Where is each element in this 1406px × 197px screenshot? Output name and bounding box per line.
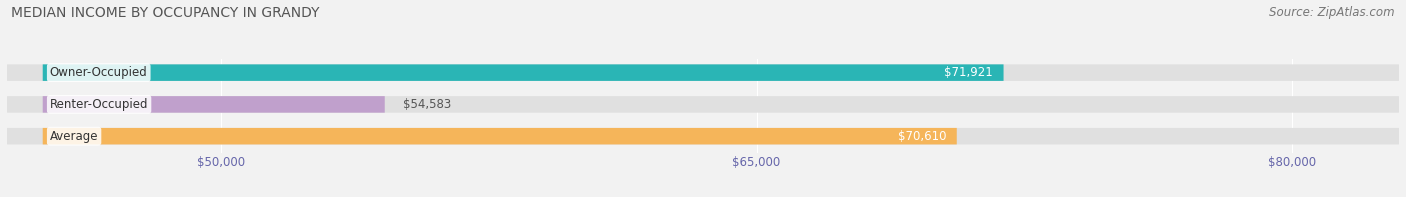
Text: Renter-Occupied: Renter-Occupied	[49, 98, 149, 111]
Text: $54,583: $54,583	[402, 98, 451, 111]
Text: Owner-Occupied: Owner-Occupied	[49, 66, 148, 79]
FancyBboxPatch shape	[42, 128, 956, 144]
Text: $71,921: $71,921	[943, 66, 993, 79]
Text: Source: ZipAtlas.com: Source: ZipAtlas.com	[1270, 6, 1395, 19]
Text: Average: Average	[49, 130, 98, 143]
FancyBboxPatch shape	[42, 64, 1004, 81]
FancyBboxPatch shape	[7, 64, 1399, 81]
FancyBboxPatch shape	[42, 96, 385, 113]
FancyBboxPatch shape	[7, 96, 1399, 113]
Text: $70,610: $70,610	[897, 130, 946, 143]
FancyBboxPatch shape	[7, 128, 1399, 144]
Text: MEDIAN INCOME BY OCCUPANCY IN GRANDY: MEDIAN INCOME BY OCCUPANCY IN GRANDY	[11, 6, 319, 20]
